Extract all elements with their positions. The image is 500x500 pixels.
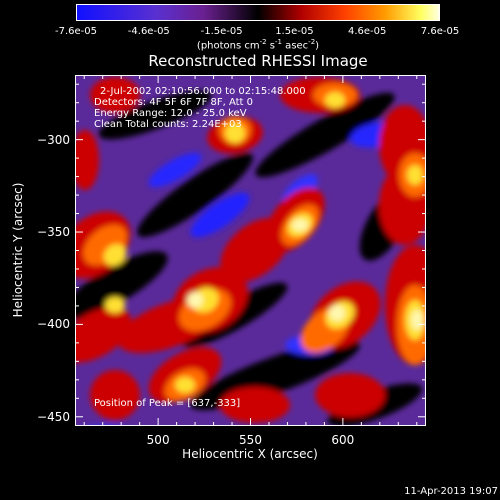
intensity-blob bbox=[225, 123, 245, 143]
detectors-label: Detectors: 4F 5F 6F 7F 8F, Att 0 bbox=[94, 97, 254, 108]
x-tick-label: 550 bbox=[239, 433, 262, 447]
x-axis-label: Heliocentric X (arcsec) bbox=[182, 447, 318, 461]
intensity-blob bbox=[90, 77, 140, 113]
colorbar-unit-label: (photons cm-2 s-1 asec-2) bbox=[196, 38, 320, 52]
intensity-blob bbox=[98, 90, 212, 140]
x-tick-label: 500 bbox=[146, 433, 170, 447]
intensity-blob bbox=[90, 370, 140, 420]
intensity-blob bbox=[75, 251, 168, 319]
intensity-blob bbox=[75, 130, 99, 190]
intensity-blob bbox=[411, 310, 423, 330]
chart-title: Reconstructed RHESSI Image bbox=[148, 52, 368, 70]
colorbar-tick-label: -1.5e-05 bbox=[200, 26, 243, 37]
colorbar-tick-label: -4.6e-05 bbox=[127, 26, 170, 37]
intensity-blob bbox=[325, 92, 345, 108]
intensity-blob bbox=[315, 373, 385, 417]
y-tick-label: −400 bbox=[37, 317, 70, 332]
y-tick-label: −350 bbox=[37, 225, 70, 240]
image-plot bbox=[75, 75, 426, 426]
intensity-blob bbox=[190, 192, 250, 238]
intensity-blob bbox=[103, 244, 127, 266]
intensity-blob bbox=[187, 292, 203, 308]
colorbar bbox=[76, 4, 440, 21]
intensity-blob bbox=[220, 387, 290, 423]
peak-position-label: Position of Peak = [637,-333] bbox=[94, 398, 241, 409]
energy-range-label: Energy Range: 12.0 - 25.0 keV bbox=[94, 108, 247, 119]
intensity-blob bbox=[148, 152, 202, 188]
y-tick-label: −300 bbox=[37, 132, 70, 147]
colorbar-tick-label: 7.6e-05 bbox=[420, 26, 460, 37]
intensity-blob bbox=[75, 307, 132, 363]
timestamp: 11-Apr-2013 19:07 bbox=[404, 486, 498, 497]
intensity-blob bbox=[255, 92, 395, 178]
colorbar-tick-label: 4.6e-05 bbox=[347, 26, 387, 37]
intensity-blob bbox=[329, 305, 345, 321]
total-counts-label: Clean Total counts: 2.24E+03 bbox=[94, 119, 242, 130]
y-axis-label: Heliocentric Y (arcsec) bbox=[11, 182, 25, 318]
y-tick-label: −450 bbox=[37, 409, 70, 424]
x-tick-label: 600 bbox=[331, 433, 355, 447]
time-range-label: 2-Jul-2002 02:10:56.000 to 02:15:48.000 bbox=[100, 86, 306, 97]
intensity-blob bbox=[175, 377, 195, 393]
intensity-blob bbox=[407, 165, 423, 185]
colorbar-tick-label: 1.5e-05 bbox=[275, 26, 314, 37]
intensity-blob bbox=[136, 152, 254, 238]
intensity-blob bbox=[292, 219, 308, 231]
colorbar-tick-label: -7.6e-05 bbox=[55, 26, 97, 37]
intensity-blob bbox=[105, 297, 125, 313]
